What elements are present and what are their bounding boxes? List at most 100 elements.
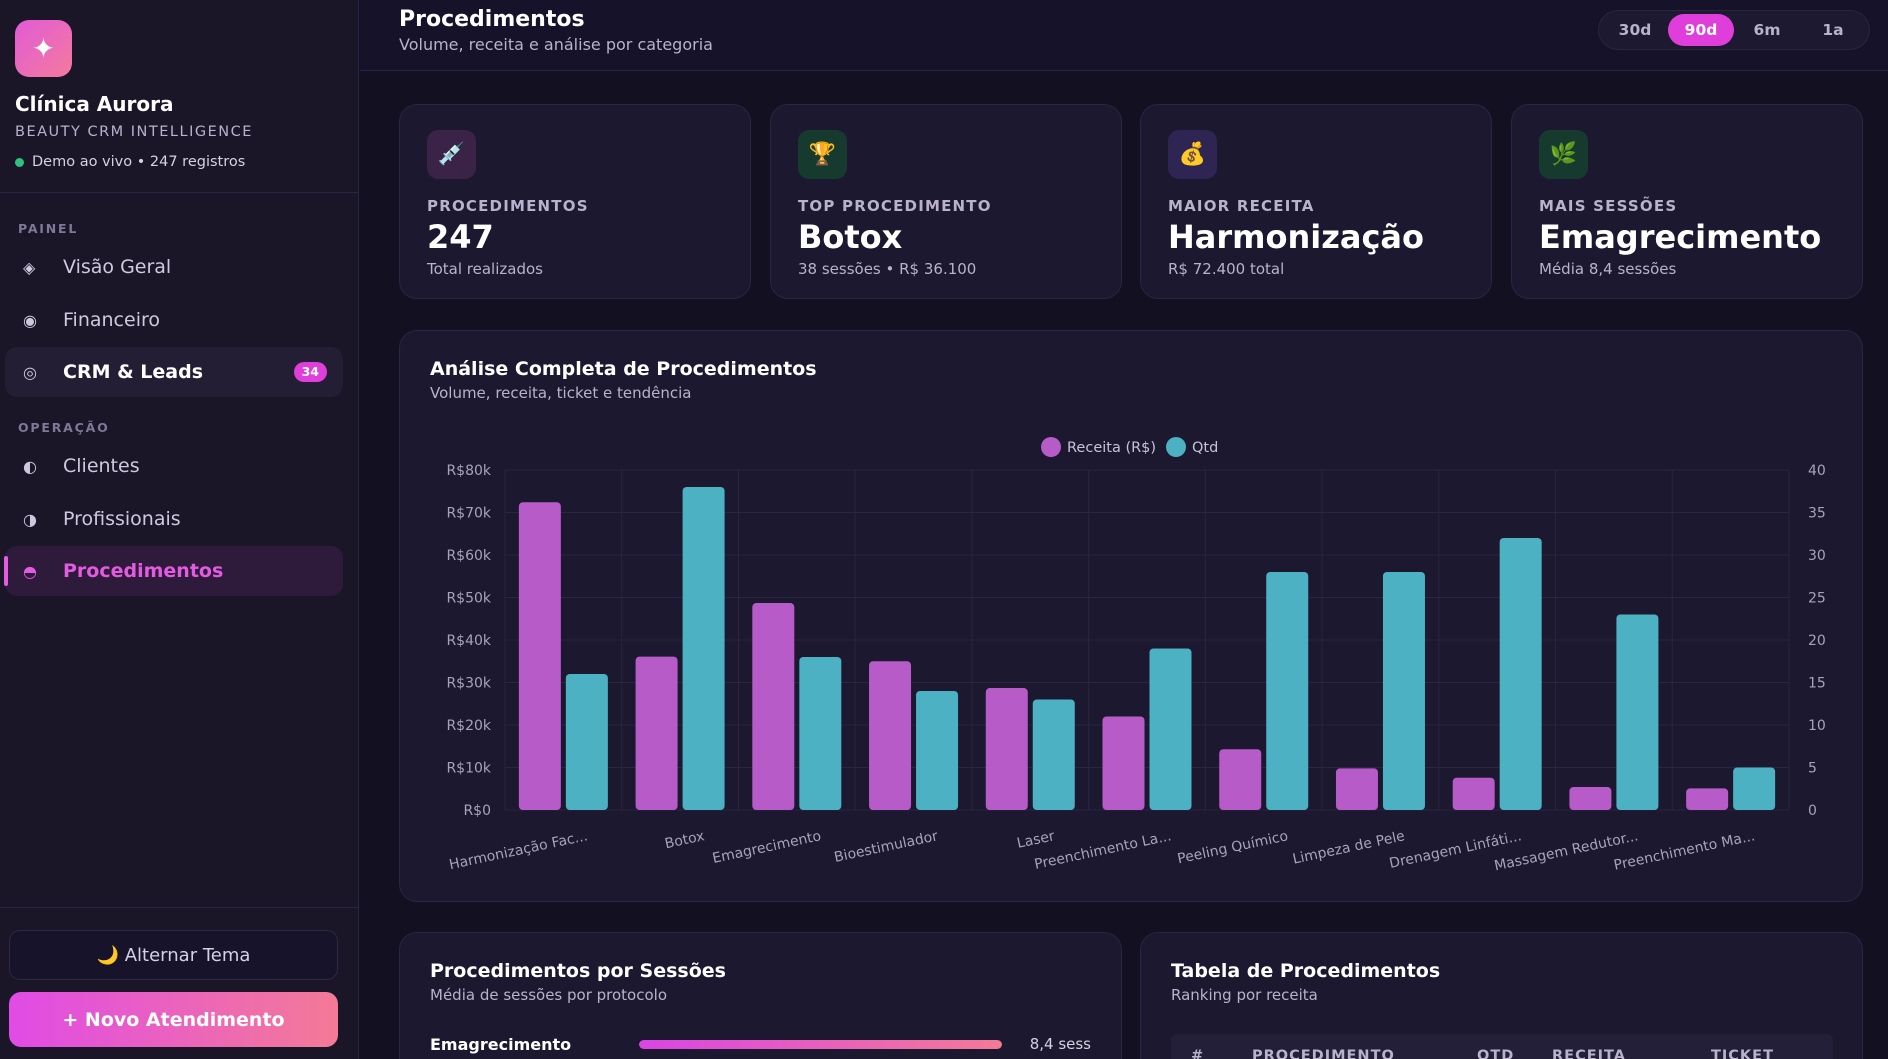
period-6m-button[interactable]: 6m [1753, 21, 1781, 39]
bar-qtd [682, 487, 725, 810]
sessions-card: Procedimentos por Sessões Média de sessõ… [399, 932, 1122, 1059]
kpi-label: TOP PROCEDIMENTO [798, 197, 992, 215]
column-header-receita[interactable]: RECEITA [1552, 1048, 1626, 1059]
table-card-title: Tabela de Procedimentos [1171, 960, 1441, 982]
x-tick-label: Laser [1016, 828, 1057, 852]
bar-receita [1102, 716, 1145, 810]
x-tick-label: Peeling Químico [1176, 828, 1290, 867]
kpi-label: MAIS SESSÕES [1539, 197, 1678, 215]
legend-swatch-qtd [1166, 437, 1186, 457]
kpi-note: R$ 72.400 total [1168, 260, 1285, 278]
bar-receita [1686, 788, 1729, 810]
period-1a-button[interactable]: 1a [1822, 21, 1844, 39]
sidebar: ✦ Clínica Aurora BEAUTY CRM INTELLIGENCE… [0, 0, 359, 1059]
chart-card-title: Análise Completa de Procedimentos [430, 358, 817, 380]
demo-status-text: Demo ao vivo • 247 registros [32, 154, 246, 170]
session-row-value: 8,4 sess [1029, 1035, 1091, 1053]
kpi-value: Botox [798, 218, 903, 256]
bar-qtd [1382, 572, 1425, 810]
y-right-tick-label: 5 [1808, 761, 1817, 777]
sidebar-item-procedimentos[interactable]: ◓ Procedimentos [4, 546, 343, 596]
sidebar-footer-divider [0, 907, 359, 908]
sidebar-item-label: Profissionais [63, 508, 181, 530]
demo-status: Demo ao vivo • 247 registros [15, 154, 345, 170]
x-tick-label: Botox [663, 828, 706, 852]
page-subtitle: Volume, receita e análise por categoria [399, 35, 713, 54]
column-header-procedimento[interactable]: PROCEDIMENTO [1252, 1048, 1395, 1059]
x-tick-label: Emagrecimento [711, 828, 823, 867]
sessions-card-title: Procedimentos por Sessões [430, 960, 726, 982]
target-icon: ◎ [23, 362, 37, 382]
bar-qtd [799, 657, 842, 810]
bar-qtd [1616, 614, 1659, 810]
column-header-qtd[interactable]: QTD [1477, 1048, 1515, 1059]
bar-qtd [565, 674, 608, 810]
y-right-tick-label: 40 [1808, 463, 1826, 479]
top-header: Procedimentos Volume, receita e análise … [360, 0, 1888, 71]
y-right-tick-label: 20 [1808, 633, 1826, 649]
sidebar-item-label: Visão Geral [63, 256, 172, 278]
bar-qtd [916, 691, 959, 810]
kpi-note: 38 sessões • R$ 36.100 [798, 260, 977, 278]
y-left-tick-label: R$30k [446, 676, 491, 692]
half-circle-left-icon: ◐ [23, 456, 37, 476]
new-appointment-button[interactable]: + Novo Atendimento [9, 992, 338, 1047]
sparkle-logo-icon: ✦ [15, 20, 72, 77]
period-selector: 30d 90d 6m 1a [1598, 10, 1870, 50]
period-90d-button[interactable]: 90d [1668, 14, 1734, 46]
sidebar-item-profissionais[interactable]: ◑ Profissionais [5, 494, 343, 544]
section-label-operacao: OPERAÇÃO [18, 420, 110, 435]
diamond-icon: ◈ [23, 257, 36, 277]
half-circle-right-icon: ◑ [23, 509, 37, 529]
sidebar-item-visao-geral[interactable]: ◈ Visão Geral [5, 242, 343, 292]
kpi-note: Média 8,4 sessões [1539, 260, 1677, 278]
y-left-tick-label: R$10k [446, 761, 491, 777]
session-progress-track [639, 1040, 1002, 1049]
y-right-tick-label: 10 [1808, 718, 1826, 734]
live-dot-icon [15, 157, 24, 167]
kpi-card-maior-receita: 💰 MAIOR RECEITA Harmonização R$ 72.400 t… [1140, 104, 1492, 299]
column-header-rank[interactable]: # [1191, 1048, 1205, 1059]
y-right-tick-label: 0 [1808, 803, 1817, 819]
kpi-label: MAIOR RECEITA [1168, 197, 1315, 215]
kpi-value: Emagrecimento [1539, 218, 1822, 256]
legend-swatch-receita [1041, 437, 1061, 457]
bar-qtd [1266, 572, 1309, 810]
leads-count-badge: 34 [293, 362, 327, 382]
sidebar-item-crm-leads[interactable]: ◎ CRM & Leads 34 [5, 347, 343, 397]
bar-qtd [1032, 699, 1075, 810]
kpi-card-procedimentos: 💉 PROCEDIMENTOS 247 Total realizados [399, 104, 751, 299]
y-right-tick-label: 25 [1808, 591, 1826, 607]
brand-block: ✦ Clínica Aurora BEAUTY CRM INTELLIGENCE… [15, 20, 345, 170]
clinic-name: Clínica Aurora [15, 92, 174, 116]
trophy-icon: 🏆 [798, 130, 847, 179]
bar-qtd [1733, 767, 1776, 810]
toggle-theme-button[interactable]: 🌙 Alternar Tema [9, 930, 338, 980]
column-header-ticket[interactable]: TICKET [1711, 1048, 1774, 1059]
kpi-card-top-procedimento: 🏆 TOP PROCEDIMENTO Botox 38 sessões • R$… [770, 104, 1122, 299]
bar-receita [869, 661, 912, 810]
bar-receita [635, 656, 678, 810]
bar-receita [1335, 768, 1378, 810]
sidebar-item-financeiro[interactable]: ◉ Financeiro [5, 295, 343, 345]
brand-subtitle: BEAUTY CRM INTELLIGENCE [15, 124, 253, 140]
bar-receita [1452, 777, 1495, 810]
sessions-card-subtitle: Média de sessões por protocolo [430, 986, 667, 1004]
y-right-tick-label: 30 [1808, 548, 1826, 564]
period-30d-button[interactable]: 30d [1618, 21, 1652, 39]
kpi-note: Total realizados [427, 260, 543, 278]
sidebar-item-label: Clientes [63, 455, 140, 477]
money-bag-icon: 💰 [1168, 130, 1217, 179]
half-circle-top-icon: ◓ [23, 561, 37, 581]
session-progress-fill [639, 1040, 1002, 1049]
chart-card-subtitle: Volume, receita, ticket e tendência [430, 384, 692, 402]
y-right-tick-label: 35 [1808, 506, 1826, 522]
sidebar-item-clientes[interactable]: ◐ Clientes [5, 441, 343, 491]
bar-receita [752, 603, 795, 810]
session-row-name: Emagrecimento [430, 1035, 572, 1054]
table-card-subtitle: Ranking por receita [1171, 986, 1318, 1004]
active-indicator [4, 556, 8, 586]
kpi-value: 247 [427, 218, 494, 256]
bar-receita [1219, 749, 1262, 810]
bar-receita [518, 502, 561, 810]
